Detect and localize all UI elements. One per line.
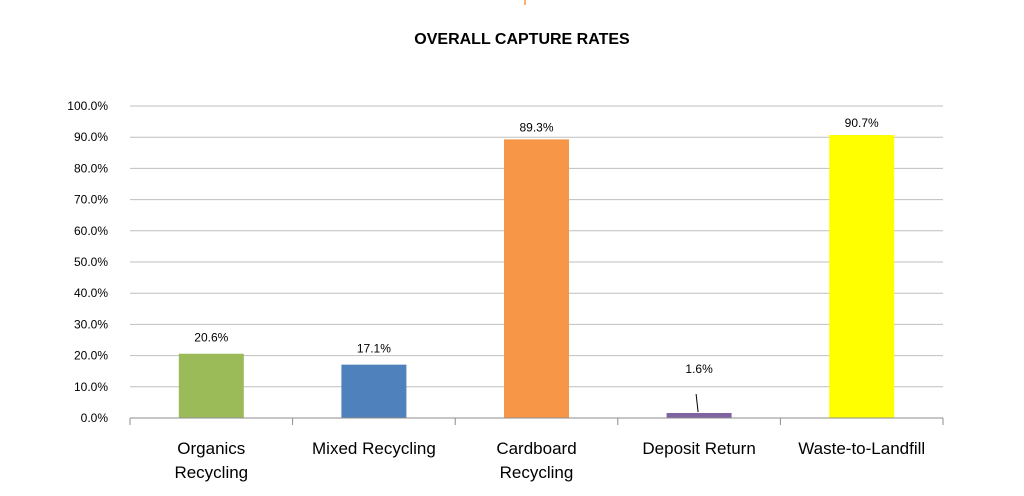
y-axis-tick-labels: 0.0% 10.0% 20.0% 30.0% 40.0% 50.0% 60.0% 70.0% 8… bbox=[67, 99, 108, 425]
data-label: 90.7% bbox=[845, 116, 879, 130]
category-label: Mixed Recycling bbox=[312, 439, 436, 458]
data-label: 1.6% bbox=[685, 362, 713, 376]
y-tick-label: 100.0% bbox=[67, 99, 108, 113]
category-label: Cardboard bbox=[496, 439, 576, 458]
y-tick-label: 50.0% bbox=[74, 255, 108, 269]
category-label: Recycling bbox=[500, 463, 574, 482]
category-label: Waste-to-Landfill bbox=[798, 439, 925, 458]
data-label-leader-line bbox=[695, 394, 699, 413]
category-label: Deposit Return bbox=[642, 439, 755, 458]
bars bbox=[178, 135, 895, 419]
bar bbox=[178, 353, 244, 418]
y-tick-label: 40.0% bbox=[74, 286, 108, 300]
bar bbox=[504, 139, 569, 418]
y-tick-label: 90.0% bbox=[74, 130, 108, 144]
category-label: Organics bbox=[177, 439, 245, 458]
y-tick-label: 0.0% bbox=[81, 411, 109, 425]
category-label: Recycling bbox=[174, 463, 248, 482]
y-tick-label: 60.0% bbox=[74, 224, 108, 238]
bar bbox=[341, 364, 407, 418]
y-tick-label: 20.0% bbox=[74, 349, 108, 363]
y-tick-label: 10.0% bbox=[74, 380, 108, 394]
data-label: 17.1% bbox=[357, 342, 391, 356]
y-tick-label: 80.0% bbox=[74, 161, 108, 175]
data-label: 20.6% bbox=[194, 331, 228, 345]
chart-title: OVERALL CAPTURE RATES bbox=[414, 31, 630, 48]
x-axis bbox=[129, 417, 944, 425]
y-tick-label: 30.0% bbox=[74, 317, 108, 331]
bar bbox=[666, 413, 732, 418]
data-label: 89.3% bbox=[519, 120, 553, 134]
bar bbox=[829, 135, 895, 419]
data-labels: 20.6% 17.1% 89.3% 1.6% 90.7% bbox=[194, 116, 879, 413]
y-tick-label: 70.0% bbox=[74, 193, 108, 207]
category-labels: Organics Recycling Mixed Recycling Cardboar… bbox=[174, 439, 925, 482]
